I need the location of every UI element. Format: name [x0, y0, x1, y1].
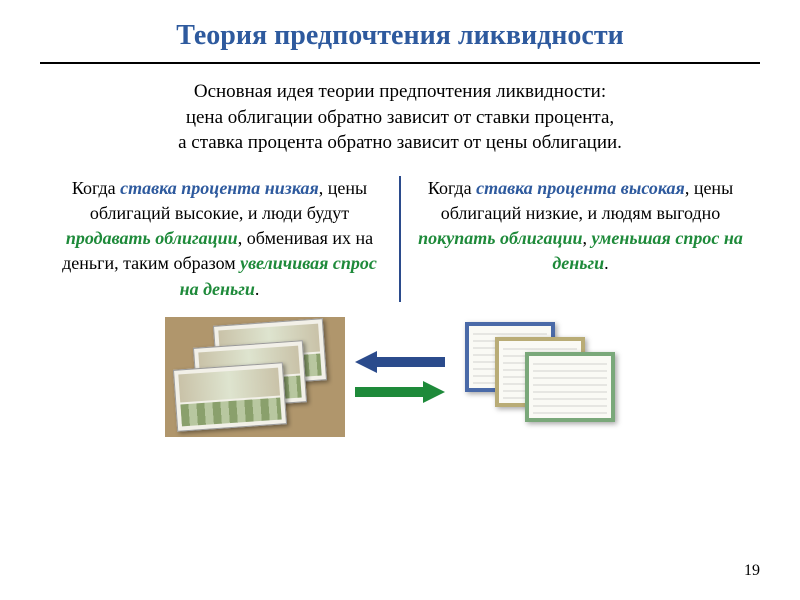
- illustration-row: [30, 322, 770, 432]
- left-em-rate-low: ставка процента низкая: [120, 178, 319, 198]
- left-column: Когда ставка процента низкая, цены облиг…: [40, 176, 399, 302]
- right-text-a: Когда: [428, 178, 476, 198]
- right-text-g: .: [604, 253, 609, 273]
- left-em-sell-bonds: продавать облигации: [66, 228, 238, 248]
- left-text-a: Когда: [72, 178, 120, 198]
- page-title: Теория предпочтения ликвидности: [30, 20, 770, 52]
- title-underline: [40, 62, 760, 64]
- intro-line-3: а ставка процента обратно зависит от цен…: [178, 132, 622, 153]
- right-em-buy-bonds: покупать облигации: [418, 228, 582, 248]
- left-text-g: .: [255, 279, 260, 299]
- right-column: Когда ставка процента высокая, цены обли…: [399, 176, 760, 302]
- arrow-left-icon: [355, 349, 445, 375]
- right-em-rate-high: ставка процента высокая: [476, 178, 685, 198]
- bonds-stack-image: [465, 322, 625, 432]
- intro-line-2: цена облигации обратно зависит от ставки…: [186, 107, 614, 128]
- arrow-right-icon: [355, 379, 445, 405]
- bond-paper-3: [525, 352, 615, 422]
- intro-text: Основная идея теории предпочтения ликвид…: [50, 79, 750, 156]
- page-number: 19: [744, 562, 760, 580]
- exchange-arrows: [355, 349, 445, 405]
- money-stack-image: [175, 322, 335, 432]
- two-column-block: Когда ставка процента низкая, цены облиг…: [40, 176, 760, 302]
- intro-line-1: Основная идея теории предпочтения ликвид…: [194, 81, 606, 102]
- money-bundle-1: [173, 362, 287, 432]
